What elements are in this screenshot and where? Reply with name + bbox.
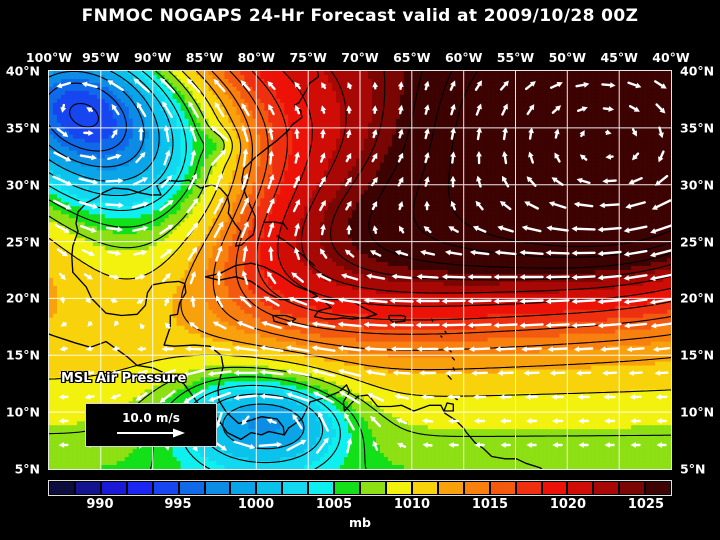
pressure-color-bands (49, 71, 671, 469)
lat-tick-label: 40°N (5, 63, 40, 79)
pressure-field-svg (49, 71, 671, 469)
pressure-colorbar[interactable] (48, 480, 672, 496)
lat-tick-label: 20°N (5, 290, 40, 306)
colorbar-swatch (204, 481, 231, 495)
lon-tick-label: 70°W (341, 50, 379, 65)
lat-lon-gridlines (49, 71, 671, 469)
colorbar-swatch (463, 481, 490, 495)
colorbar-swatch (360, 481, 386, 495)
colorbar-swatch (489, 481, 516, 495)
wind-scale-label: 10.0 m/s (122, 411, 180, 425)
wind-vector-arrows (52, 77, 671, 454)
lat-tick-label: 10°N (680, 404, 715, 420)
colorbar-tick: 1005 (315, 497, 353, 512)
colorbar-tick: 990 (86, 497, 114, 512)
colorbar-tick: 1015 (471, 497, 509, 512)
colorbar-swatch (593, 481, 620, 495)
lat-tick-label: 10°N (5, 404, 40, 420)
colorbar-swatch (515, 481, 542, 495)
colorbar-swatch (74, 481, 101, 495)
longitude-axis: 100°W 95°W 90°W 85°W 80°W 75°W 70°W 65°W 60°W 55°… (0, 50, 720, 66)
colorbar-swatch (230, 481, 257, 495)
lon-tick-label: 100°W (25, 50, 73, 65)
lat-tick-label: 25°N (5, 234, 40, 250)
colorbar-tick: 1000 (237, 497, 275, 512)
isobar-contours (49, 71, 671, 469)
latitude-axis-right: 40°N 35°N 30°N 25°N 20°N 15°N 10°N 5°N (676, 0, 720, 540)
lon-tick-label: 90°W (133, 50, 172, 65)
colorbar-tick: 1010 (393, 497, 431, 512)
wind-scale-legend: 10.0 m/s (85, 403, 217, 447)
colorbar-swatch (385, 481, 412, 495)
colorbar-swatch (178, 481, 205, 495)
lat-tick-label: 30°N (5, 177, 40, 193)
colorbar-unit-label: mb (349, 515, 371, 530)
colorbar-swatch (100, 481, 127, 495)
colorbar-swatch (411, 481, 438, 495)
lat-tick-label: 5°N (680, 461, 706, 477)
colorbar-tick: 1020 (549, 497, 587, 512)
lat-tick-label: 15°N (680, 347, 715, 363)
colorbar-swatch (619, 481, 646, 495)
lon-tick-label: 95°W (82, 50, 120, 65)
field-label: MSL Air Pressure (61, 371, 187, 386)
lon-tick-label: 60°W (444, 50, 483, 65)
lat-tick-label: 15°N (5, 347, 40, 363)
lat-tick-label: 5°N (14, 461, 40, 477)
lon-tick-label: 85°W (185, 50, 224, 65)
colorbar-swatch (256, 481, 283, 495)
colorbar-tick: 1025 (627, 497, 665, 512)
colorbar-swatch (49, 481, 75, 495)
lat-tick-label: 25°N (680, 234, 715, 250)
colorbar-swatch (437, 481, 464, 495)
colorbar-swatch (152, 481, 179, 495)
lon-tick-label: 80°W (237, 50, 276, 65)
lon-tick-label: 75°W (289, 50, 327, 65)
colorbar-swatch (541, 481, 568, 495)
lat-tick-label: 40°N (680, 63, 715, 79)
colorbar-swatch (645, 481, 672, 495)
colorbar-swatch (334, 481, 361, 495)
lon-tick-label: 40°W (652, 50, 690, 65)
colorbar-tick-labels: 990 995 1000 1005 1010 1015 1020 1025 (0, 497, 720, 515)
colorbar-swatch (308, 481, 335, 495)
colorbar-tick: 995 (164, 497, 192, 512)
lon-tick-label: 45°W (600, 50, 638, 65)
lon-tick-label: 65°W (393, 50, 431, 65)
figure-title: FNMOC NOGAPS 24-Hr Forecast valid at 200… (81, 6, 639, 26)
colorbar-swatch (126, 481, 153, 495)
arrow-right-icon (117, 428, 185, 438)
lat-tick-label: 35°N (5, 120, 40, 136)
lat-tick-label: 35°N (680, 120, 715, 136)
lat-tick-label: 20°N (680, 290, 715, 306)
lon-tick-label: 50°W (548, 50, 587, 65)
lon-tick-label: 55°W (496, 50, 535, 65)
lat-tick-label: 30°N (680, 177, 715, 193)
map-plot-area[interactable]: MSL Air Pressure 10.0 m/s (48, 70, 672, 470)
colorbar-swatch (282, 481, 309, 495)
latitude-axis-left: 40°N 35°N 30°N 25°N 20°N 15°N 10°N 5°N (0, 0, 44, 540)
colorbar-swatch (567, 481, 594, 495)
